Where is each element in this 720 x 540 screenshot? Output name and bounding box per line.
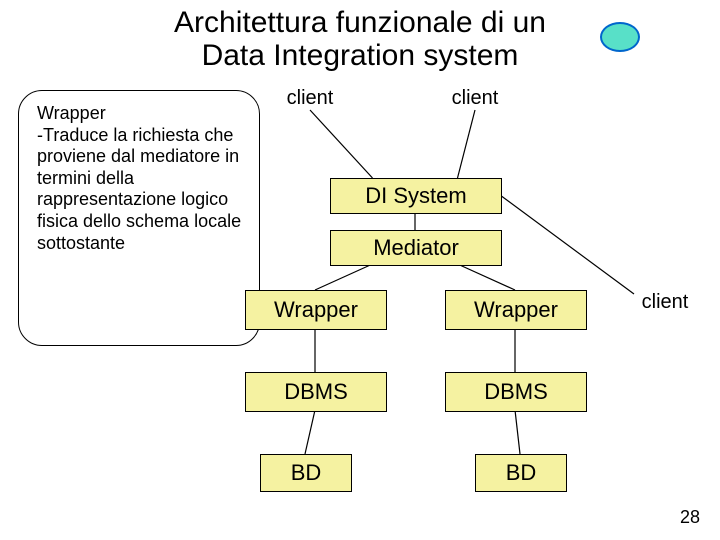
wrapper-right-box: Wrapper <box>445 290 587 330</box>
callout-header: Wrapper <box>37 103 243 125</box>
client-label-right: client <box>630 290 700 314</box>
mediator-box: Mediator <box>330 230 502 266</box>
wrapper-callout: Wrapper -Traduce la richiesta che provie… <box>18 90 260 346</box>
decor-bubble-icon <box>600 22 640 52</box>
callout-body: -Traduce la richiesta che proviene dal m… <box>37 125 243 255</box>
dbms-right-box: DBMS <box>445 372 587 412</box>
page-number: 28 <box>680 507 700 528</box>
client-label-top-right: client <box>440 86 510 110</box>
bd-left-box: BD <box>260 454 352 492</box>
client-label-top-left: client <box>275 86 345 110</box>
di-system-box: DI System <box>330 178 502 214</box>
slide-canvas: Architettura funzionale di un Data Integ… <box>0 0 720 540</box>
wrapper-left-box: Wrapper <box>245 290 387 330</box>
dbms-left-box: DBMS <box>245 372 387 412</box>
bd-right-box: BD <box>475 454 567 492</box>
